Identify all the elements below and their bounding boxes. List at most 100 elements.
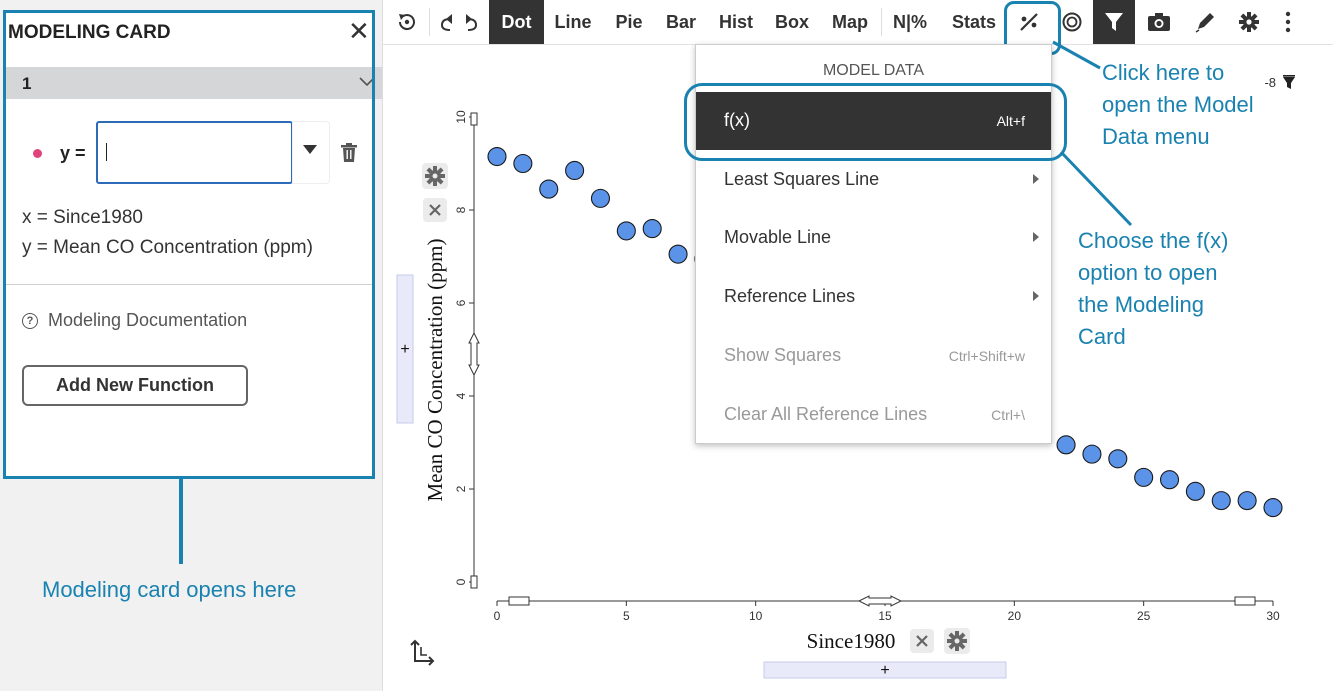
x-axis-pan-handle[interactable] — [857, 595, 903, 607]
undo-redo-icon[interactable] — [433, 0, 485, 44]
menu-item-least-squares-line[interactable]: Least Squares Line — [696, 151, 1051, 209]
menu-item-clear-reference-lines[interactable]: Clear All Reference Lines Ctrl+\ — [696, 386, 1051, 444]
trash-icon[interactable] — [340, 143, 358, 168]
y-axis-gear-icon[interactable] — [422, 163, 448, 189]
data-point[interactable] — [642, 219, 662, 239]
filter-icon[interactable] — [1093, 0, 1135, 44]
y-tick-label: 0 — [454, 578, 468, 585]
menu-item-label: Clear All Reference Lines — [724, 404, 928, 424]
data-point[interactable] — [1237, 491, 1257, 511]
menu-item-label: f(x) — [724, 110, 750, 130]
data-point[interactable] — [1108, 449, 1128, 469]
data-point[interactable] — [487, 146, 507, 167]
tab-dot[interactable]: Dot — [489, 0, 544, 44]
function-input[interactable] — [96, 121, 293, 184]
tab-bar[interactable]: Bar — [665, 11, 696, 32]
chevron-down-icon[interactable] — [358, 71, 376, 92]
model-data-menu: MODEL DATA f(x) Alt+f Least Squares Line… — [695, 44, 1052, 444]
help-icon[interactable]: ? — [22, 313, 38, 329]
data-point[interactable] — [616, 221, 636, 241]
scatter-plot[interactable]: 0 2 4 6 8 10 0 5 10 15 20 25 30 Mean CO Concentratio… — [383, 45, 1333, 691]
y-axis-top-handle[interactable] — [470, 112, 478, 126]
y-tick-label: 4 — [454, 392, 468, 399]
x-tick-label: 25 — [1137, 609, 1151, 623]
function-number: 1 — [22, 74, 32, 93]
data-point[interactable] — [668, 244, 688, 264]
annotation-card-opens: Modeling card opens here — [42, 577, 297, 602]
data-point[interactable] — [1185, 481, 1205, 501]
tab-box[interactable]: Box — [774, 11, 809, 32]
menu-item-shortcut: Alt+f — [996, 113, 1025, 129]
menu-item-fx[interactable]: f(x) Alt+f — [696, 92, 1051, 150]
y-variable-text: y = Mean CO Concentration (ppm) — [22, 237, 313, 258]
x-axis-gear-icon[interactable] — [944, 628, 970, 654]
data-point[interactable] — [590, 188, 611, 208]
hidden-count-badge: -8 — [1264, 75, 1276, 90]
tab-stats[interactable]: Stats — [951, 11, 996, 32]
x-tick-label: 15 — [878, 609, 892, 623]
tab-line[interactable]: Line — [554, 11, 592, 32]
menu-item-label: Least Squares Line — [724, 169, 880, 189]
y-axis-pan-handle[interactable] — [468, 331, 480, 377]
tab-hist[interactable]: Hist — [718, 11, 753, 32]
caret-down-icon — [303, 145, 317, 154]
x-axis-left-handle[interactable] — [508, 596, 530, 606]
model-data-icon[interactable] — [1008, 0, 1050, 44]
y-axis-bottom-handle[interactable] — [470, 575, 478, 589]
y-equals-label: y = — [60, 143, 86, 163]
data-point[interactable] — [1159, 470, 1180, 490]
menu-item-movable-line[interactable]: Movable Line — [696, 209, 1051, 267]
data-point[interactable] — [1056, 435, 1076, 455]
menu-item-show-squares[interactable]: Show Squares Ctrl+Shift+w — [696, 327, 1051, 385]
tab-pie[interactable]: Pie — [615, 11, 643, 32]
data-point[interactable] — [1263, 498, 1283, 518]
y-axis-remove-icon[interactable] — [423, 198, 447, 222]
x-axis-remove-icon[interactable] — [910, 629, 934, 653]
data-point[interactable] — [1082, 444, 1102, 464]
add-new-function-button[interactable]: Add New Function — [22, 365, 248, 406]
data-point[interactable] — [539, 179, 559, 199]
target-icon[interactable] — [1053, 0, 1091, 44]
y-add-attribute[interactable]: + — [396, 274, 414, 424]
more-icon[interactable] — [1273, 0, 1303, 44]
data-point[interactable] — [513, 153, 533, 174]
x-tick-label: 30 — [1266, 609, 1280, 623]
y-tick-label: 6 — [454, 299, 468, 306]
submenu-arrow-icon — [1033, 232, 1039, 242]
tab-map[interactable]: Map — [832, 11, 868, 32]
gear-icon[interactable] — [1229, 0, 1269, 44]
x-add-attribute[interactable]: + — [763, 661, 1007, 679]
tab-n-percent[interactable]: N|% — [892, 11, 928, 32]
toolbar: Dot Line Pie Bar Hist Box Map N|% Stats — [383, 0, 1333, 45]
x-axis-label[interactable]: Since1980 — [807, 629, 896, 653]
pen-icon[interactable] — [1185, 0, 1225, 44]
undo-history-icon[interactable] — [387, 0, 427, 44]
svg-text:+: + — [400, 341, 409, 358]
submenu-arrow-icon — [1033, 291, 1039, 301]
annotation-highlight-fx — [684, 83, 1067, 161]
modeling-documentation-link[interactable]: Modeling Documentation — [48, 310, 248, 330]
data-point[interactable] — [1211, 491, 1231, 511]
menu-header: MODEL DATA — [822, 62, 925, 79]
x-tick-label: 0 — [494, 609, 501, 623]
divider — [4, 284, 372, 285]
function-dropdown[interactable] — [292, 121, 330, 184]
y-axis-label[interactable]: Mean CO Concentration (ppm) — [423, 238, 447, 501]
filter-small-icon[interactable] — [1283, 75, 1295, 89]
menu-item-reference-lines[interactable]: Reference Lines — [696, 268, 1051, 326]
swap-axes-icon[interactable] — [410, 639, 435, 666]
y-tick-label: 2 — [454, 485, 468, 492]
x-axis-right-handle[interactable] — [1234, 596, 1256, 606]
camera-icon[interactable] — [1139, 0, 1179, 44]
function-header[interactable]: 1 — [4, 67, 382, 99]
x-variable-text: x = Since1980 — [22, 207, 143, 228]
data-point[interactable] — [1134, 467, 1154, 487]
submenu-arrow-icon — [1033, 174, 1039, 184]
svg-text:+: + — [880, 662, 889, 679]
menu-item-label: Reference Lines — [724, 286, 856, 306]
menu-item-shortcut: Ctrl+Shift+w — [948, 348, 1025, 364]
annotation-line — [179, 478, 183, 564]
close-icon[interactable]: ✕ — [348, 16, 370, 46]
data-point[interactable] — [565, 160, 585, 181]
axes: 0 2 4 6 8 10 0 5 10 15 20 25 30 — [454, 110, 1280, 623]
